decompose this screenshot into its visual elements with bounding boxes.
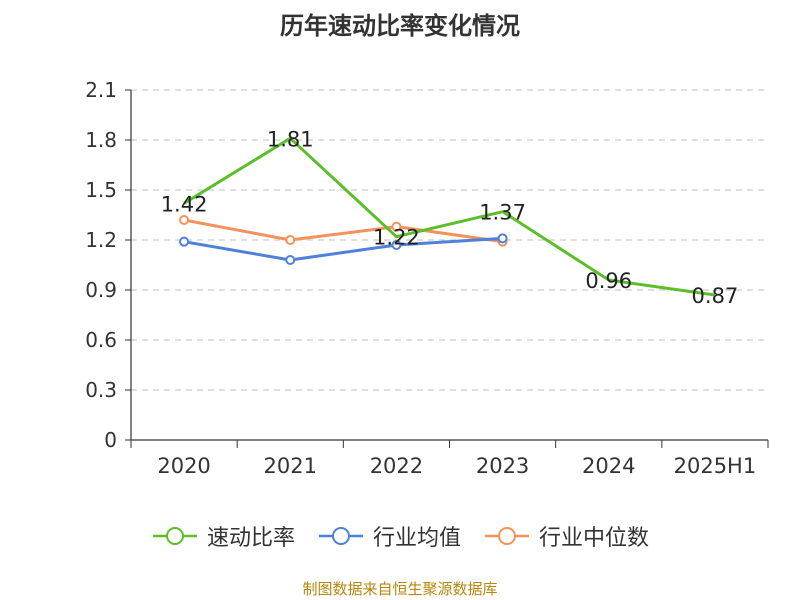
data-label: 1.22 (373, 226, 420, 250)
legend: 速动比率 行业均值 行业中位数 (0, 520, 800, 552)
data-label: 0.96 (585, 269, 632, 293)
source-note: 制图数据来自恒生聚源数据库 (302, 580, 498, 598)
data-label: 1.42 (161, 192, 208, 216)
legend-line-circle-icon (152, 527, 197, 545)
y-tick-label: 1.5 (85, 178, 117, 202)
x-tick-label: 2023 (476, 454, 529, 478)
legend-label: 速动比率 (206, 526, 295, 551)
legend-label: 行业均值 (372, 526, 461, 551)
data-point (285, 255, 296, 265)
x-tick-label: 2021 (264, 454, 317, 478)
data-point (391, 240, 402, 250)
data-label: 1.37 (479, 201, 526, 225)
x-tick-label: 2022 (370, 454, 423, 478)
data-label: 0.87 (692, 284, 739, 308)
data-point (391, 221, 402, 232)
legend-item-industry-median[interactable]: 行业中位数 (483, 520, 649, 552)
series-line (183, 236, 503, 262)
y-tick-label: 0.3 (85, 378, 117, 402)
data-point (497, 233, 508, 244)
data-point (179, 215, 190, 225)
y-tick-label: 2.1 (85, 78, 117, 102)
chart-title: 历年速动比率变化情况 (280, 12, 520, 40)
series-line (183, 136, 716, 297)
legend-line-circle-icon (318, 527, 363, 545)
x-tick-label: 2025H1 (674, 454, 757, 478)
legend-line-circle-icon (485, 527, 529, 545)
y-tick-label: 1.8 (85, 128, 117, 152)
data-label: 1.81 (267, 127, 314, 151)
data-point (285, 235, 296, 245)
series-line (183, 218, 503, 244)
x-tick-label: 2024 (582, 454, 635, 478)
y-tick-label: 1.2 (85, 228, 117, 252)
x-tick-label: 2020 (157, 454, 210, 478)
legend-label: 行业中位数 (539, 526, 650, 551)
y-tick-label: 0.6 (85, 328, 117, 352)
legend-item-quick-ratio[interactable]: 速动比率 (151, 520, 295, 552)
legend-item-industry-mean[interactable]: 行业均值 (317, 520, 461, 552)
y-tick-label: 0.9 (85, 278, 117, 302)
y-tick-label: 0 (104, 428, 117, 452)
data-point (179, 236, 190, 247)
